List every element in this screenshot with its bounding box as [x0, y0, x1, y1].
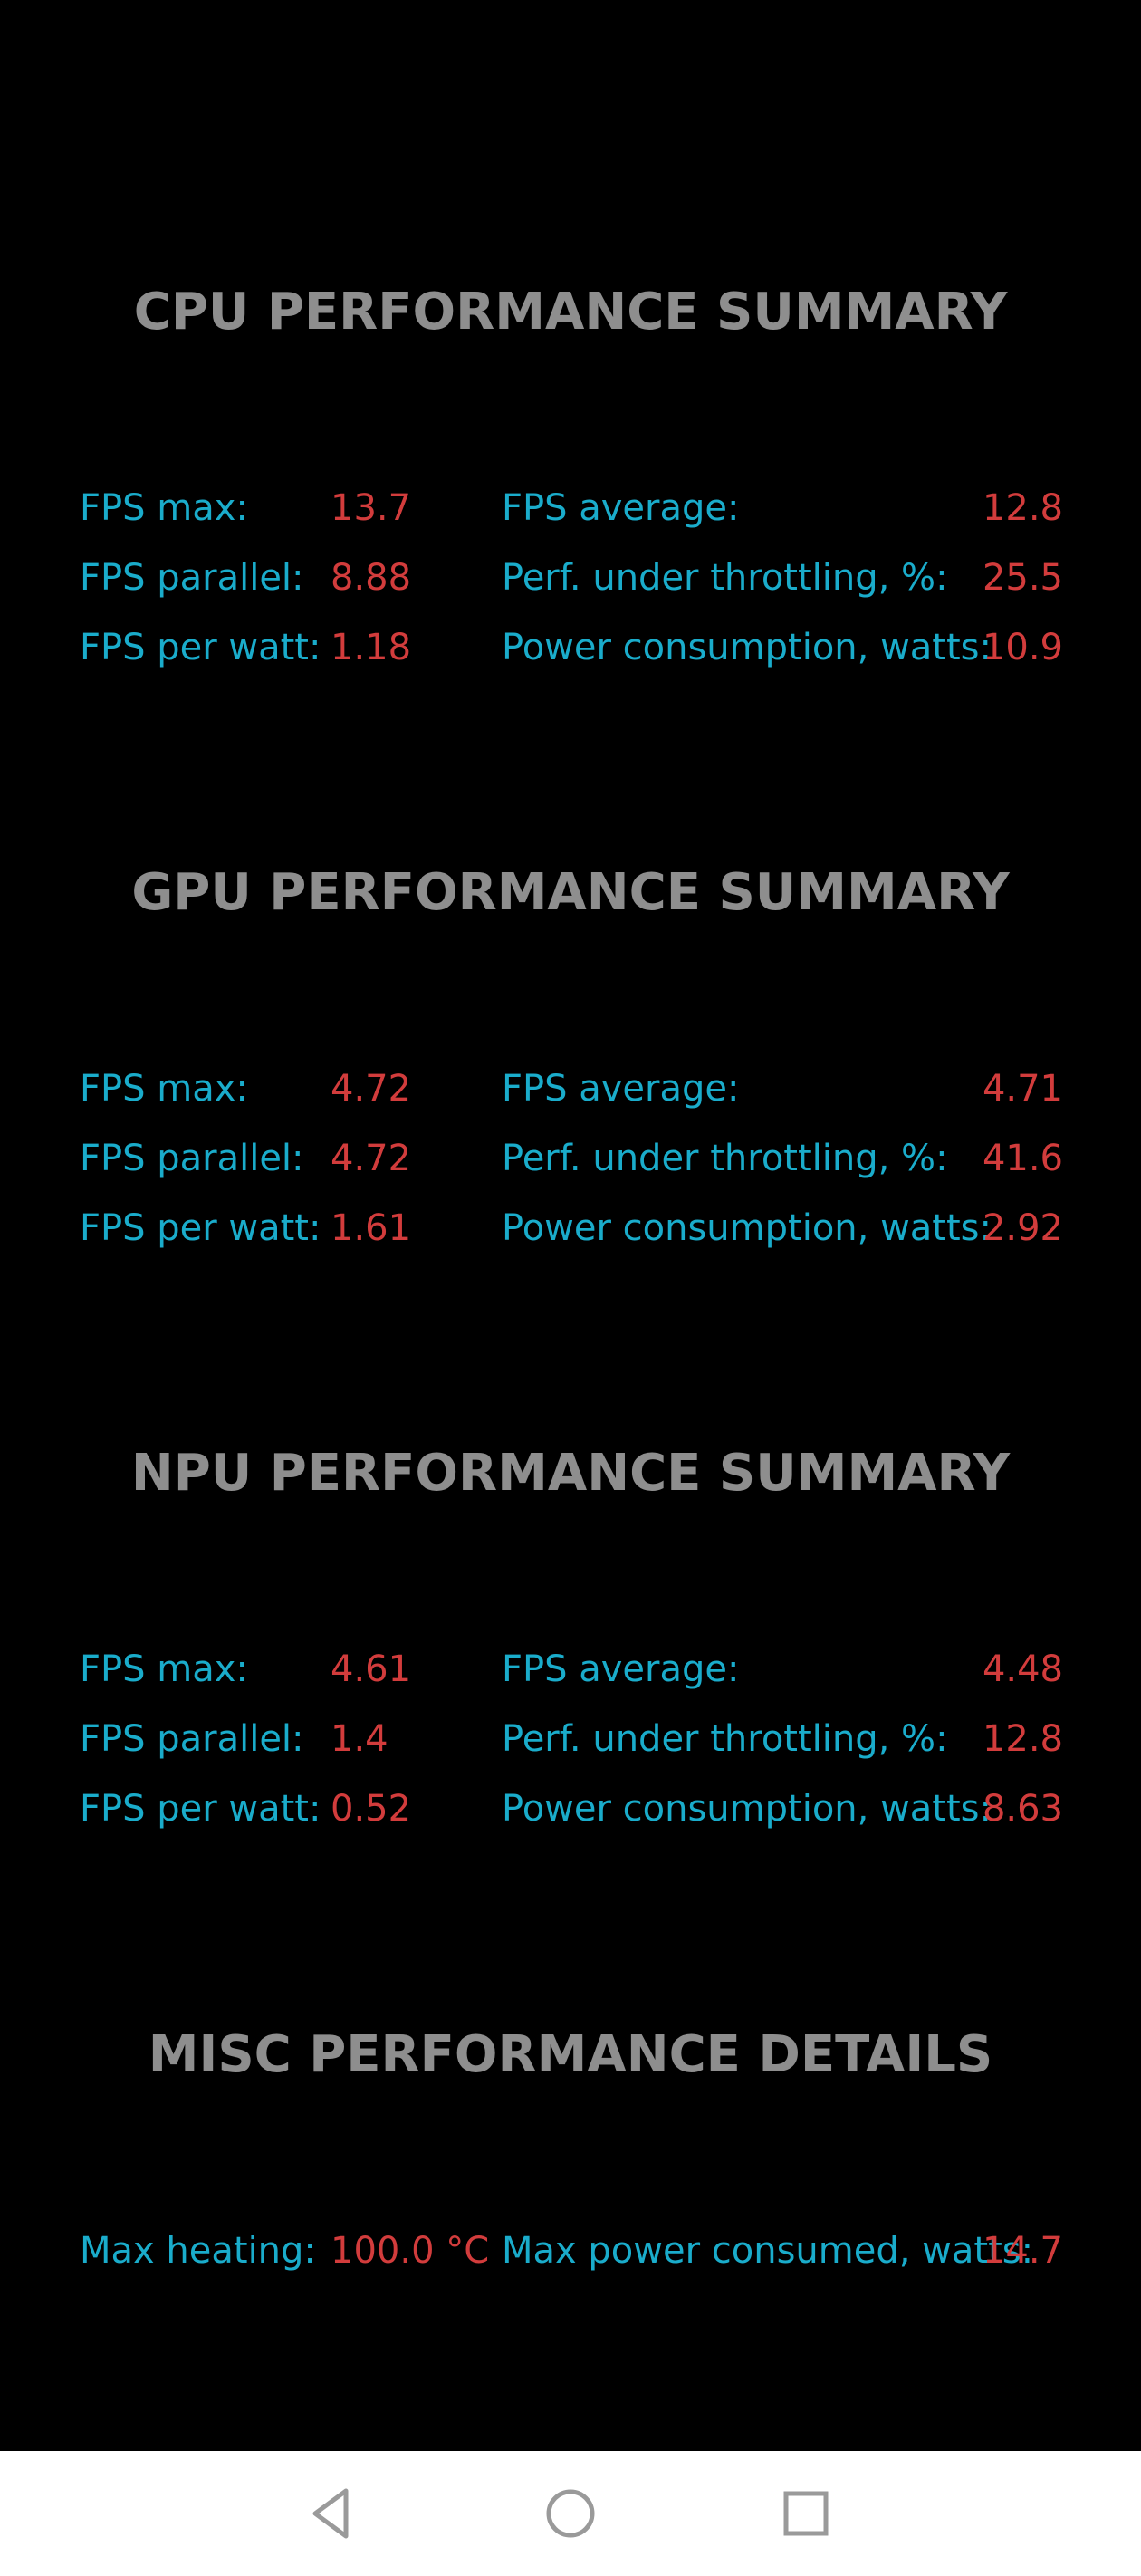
home-button[interactable]: [539, 2482, 602, 2545]
fps-parallel-value: 4.72: [331, 1138, 412, 1179]
table-row: FPS per watt: 1.61 Power consumption, wa…: [0, 1201, 1141, 1255]
fps-average-label: FPS average:: [502, 487, 740, 529]
fps-parallel-value: 8.88: [331, 557, 412, 599]
throttling-value: 25.5: [982, 557, 1063, 599]
triangle-back-icon: [312, 2488, 349, 2539]
fps-average-value: 4.71: [982, 1068, 1063, 1110]
fps-parallel-label: FPS parallel:: [80, 1718, 304, 1760]
throttling-label: Perf. under throttling, %:: [502, 1718, 948, 1760]
power-consumption-label: Power consumption, watts:: [502, 1207, 992, 1249]
fps-max-value: 4.61: [331, 1648, 412, 1690]
table-row: FPS max: 13.7 FPS average: 12.8: [0, 481, 1141, 535]
table-row: FPS parallel: 4.72 Perf. under throttlin…: [0, 1131, 1141, 1186]
fps-per-watt-label: FPS per watt:: [80, 1207, 321, 1249]
fps-max-value: 13.7: [331, 487, 412, 529]
fps-max-value: 4.72: [331, 1068, 412, 1110]
fps-per-watt-label: FPS per watt:: [80, 627, 321, 668]
fps-per-watt-value: 0.52: [331, 1788, 412, 1830]
recent-apps-button[interactable]: [774, 2482, 838, 2545]
throttling-value: 12.8: [982, 1718, 1063, 1760]
power-consumption-value: 2.92: [982, 1207, 1063, 1249]
fps-average-value: 4.48: [982, 1648, 1063, 1690]
max-power-value: 14.7: [982, 2230, 1063, 2272]
fps-parallel-label: FPS parallel:: [80, 557, 304, 599]
fps-parallel-label: FPS parallel:: [80, 1138, 304, 1179]
table-row: FPS per watt: 0.52 Power consumption, wa…: [0, 1782, 1141, 1836]
table-row: FPS parallel: 1.4 Perf. under throttling…: [0, 1712, 1141, 1766]
fps-max-label: FPS max:: [80, 1648, 248, 1690]
power-consumption-label: Power consumption, watts:: [502, 1788, 992, 1830]
table-row: FPS max: 4.61 FPS average: 4.48: [0, 1642, 1141, 1697]
section-title: MISC PERFORMANCE DETAILS: [148, 2025, 993, 2084]
fps-average-label: FPS average:: [502, 1648, 740, 1690]
power-consumption-value: 8.63: [982, 1788, 1063, 1830]
fps-max-label: FPS max:: [80, 1068, 248, 1110]
section-title: NPU PERFORMANCE SUMMARY: [130, 1444, 1011, 1503]
circle-home-icon: [546, 2489, 595, 2538]
power-consumption-label: Power consumption, watts:: [502, 627, 992, 668]
table-row: FPS per watt: 1.18 Power consumption, wa…: [0, 620, 1141, 675]
throttling-value: 41.6: [982, 1138, 1063, 1179]
throttling-label: Perf. under throttling, %:: [502, 1138, 948, 1179]
max-heating-value: 100.0 °C: [331, 2230, 490, 2272]
fps-average-label: FPS average:: [502, 1068, 740, 1110]
fps-per-watt-value: 1.61: [331, 1207, 412, 1249]
fps-per-watt-label: FPS per watt:: [80, 1788, 321, 1830]
power-consumption-value: 10.9: [982, 627, 1063, 668]
fps-max-label: FPS max:: [80, 487, 248, 529]
throttling-label: Perf. under throttling, %:: [502, 557, 948, 599]
system-navigation-bar: [0, 2451, 1141, 2576]
fps-average-value: 12.8: [982, 487, 1063, 529]
fps-parallel-value: 1.4: [331, 1718, 388, 1760]
table-row: FPS parallel: 8.88 Perf. under throttlin…: [0, 551, 1141, 605]
max-power-label: Max power consumed, watts:: [502, 2230, 1034, 2272]
square-recent-apps-icon: [783, 2491, 829, 2536]
section-title: CPU PERFORMANCE SUMMARY: [133, 283, 1008, 341]
table-row: Max heating: 100.0 °C Max power consumed…: [0, 2224, 1141, 2278]
fps-per-watt-value: 1.18: [331, 627, 412, 668]
back-button[interactable]: [299, 2482, 362, 2545]
max-heating-label: Max heating:: [80, 2230, 316, 2272]
table-row: FPS max: 4.72 FPS average: 4.71: [0, 1062, 1141, 1116]
section-title: GPU PERFORMANCE SUMMARY: [131, 863, 1010, 922]
